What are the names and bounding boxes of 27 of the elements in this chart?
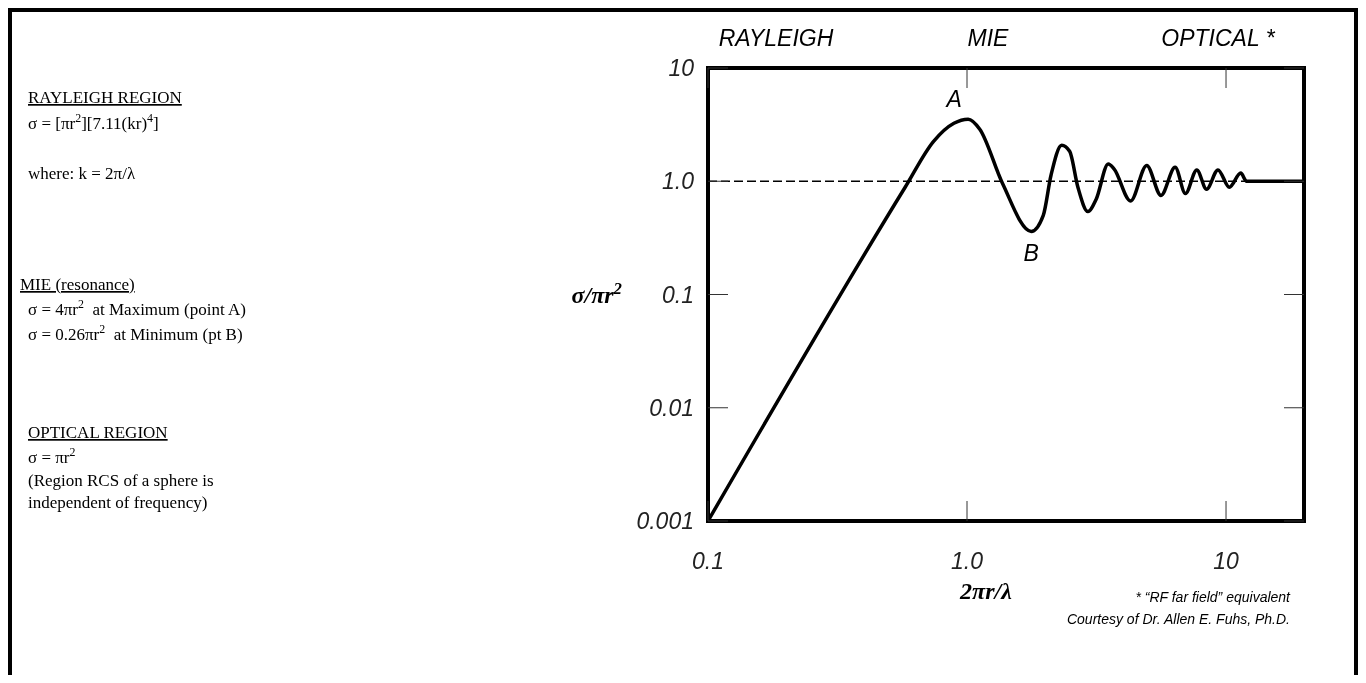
text: Courtesy of Dr. Allen E. Fuhs, Ph.D. [1066, 611, 1290, 627]
x-axis-title: 2πr/λ [959, 578, 1013, 604]
text: (Region RCS of a sphere is [28, 471, 214, 490]
text: MIE [967, 25, 1010, 51]
text: σ = 0.26πr$^{2}$ at Minimum (pt B) [28, 322, 243, 344]
y-tick-label: 10 [668, 55, 695, 82]
y-tick-label: 0.01 [649, 394, 694, 421]
text: where: k = 2π/λ [28, 164, 136, 183]
y-tick-label: 0.1 [662, 281, 694, 308]
text: independent of frequency) [28, 493, 208, 512]
text: * “RF far field” equivalent [1135, 589, 1292, 605]
text: MIE (resonance) [20, 275, 135, 294]
x-tick-label: 0.1 [692, 548, 724, 574]
y-tick-label: 0.001 [636, 508, 694, 535]
text: σ = πr$^{2}$ [28, 445, 76, 467]
text: σ = 4πr$^{2}$ at Maximum (point A) [28, 297, 246, 319]
annotation: A [944, 86, 962, 113]
text: OPTICAL REGION [28, 423, 168, 442]
y-axis-title: σ/πr$^{2}$ [571, 278, 622, 308]
annotation: B [1023, 240, 1039, 267]
x-tick-label: 1.0 [951, 548, 984, 574]
y-tick-label: 1.0 [662, 168, 695, 195]
text: σ = [πr$^{2}$][7.11(kr)$^{4}$] [28, 111, 159, 133]
text: OPTICAL * [1161, 25, 1276, 51]
text: RAYLEIGH REGION [28, 88, 182, 107]
x-tick-label: 10 [1213, 548, 1240, 574]
text: RAYLEIGH [718, 25, 834, 51]
